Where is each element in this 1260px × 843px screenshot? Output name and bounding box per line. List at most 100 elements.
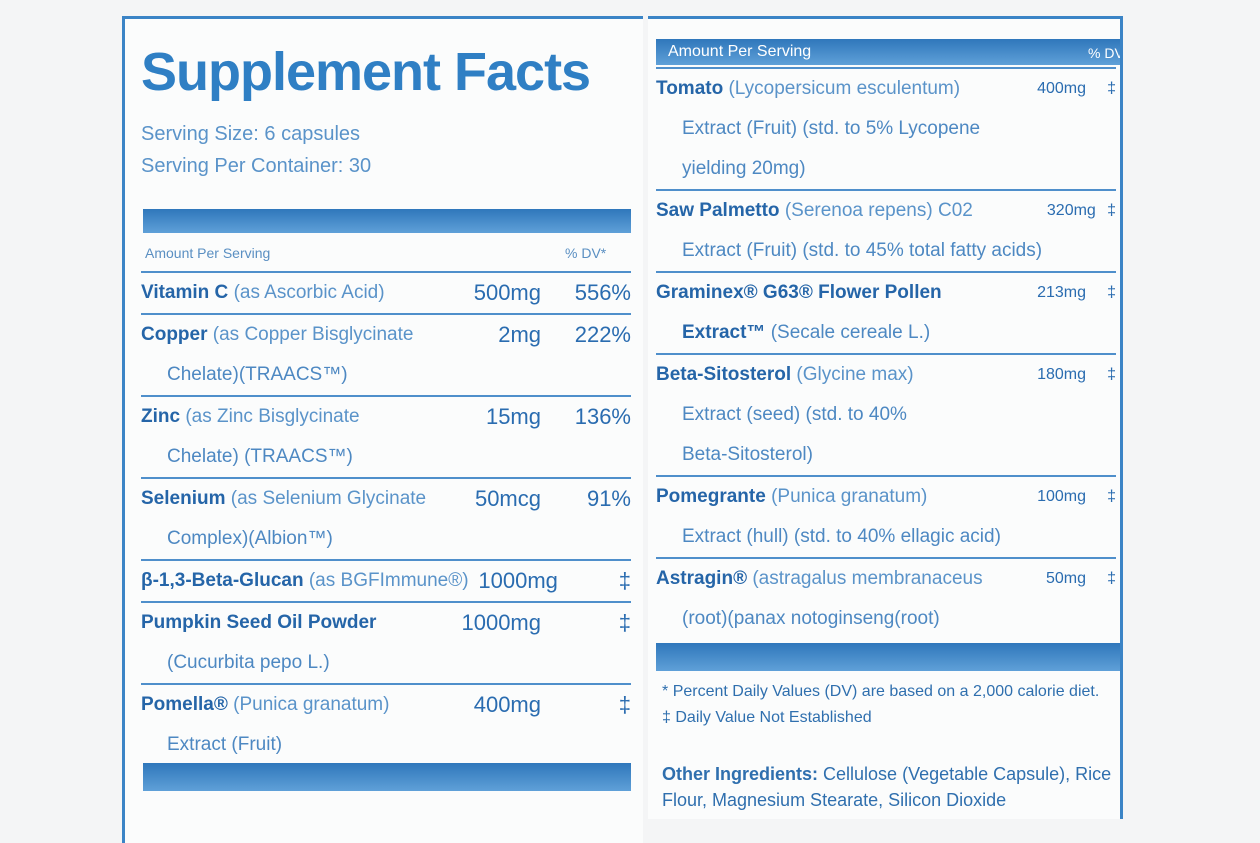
footnote-symbol: * [662, 683, 669, 700]
line: Beta-Sitosterol (Glycine max) [656, 355, 1006, 395]
other-ingredients: Other Ingredients: Cellulose (Vegetable … [662, 761, 1112, 813]
ingredient-row: Selenium (as Selenium Glycinate Complex)(… [141, 477, 631, 559]
other-label: Other Ingredients: [662, 764, 819, 784]
ingredient-name: Beta-Sitosterol [656, 364, 792, 385]
line: Copper (as Copper Bisglycinate [141, 315, 431, 355]
ingredient-text: Pomegrante (Punica granatum) Extract (hul… [656, 477, 1006, 557]
amount: 50mg [1045, 570, 1086, 587]
line: Pumpkin Seed Oil Powder [141, 603, 431, 643]
column-header: Amount Per Serving [668, 43, 812, 60]
ingredient-row: Pomegrante (Punica granatum) Extract (hul… [656, 475, 1116, 557]
amount: 400mg [1037, 80, 1086, 97]
ingredient-name: Zinc [141, 406, 181, 427]
right-panel: Amount Per Serving % DV Tomato (Lycopers… [648, 16, 1123, 819]
ingredient-row: Vitamin C (as Ascorbic Acid) 500mg 556% [141, 271, 631, 313]
ingredient-name: Copper [141, 324, 208, 345]
line: Tomato (Lycopersicum esculentum) [656, 69, 1006, 109]
other-text: Cellulose (Vegetable Capsule), Rice Flou… [662, 764, 1112, 810]
ingredient-detail: Chelate) (TRAACS™) [167, 446, 353, 467]
ingredient-row: β-1,3-Beta-Glucan (as BGFImmune®) 1000mg ‡ [141, 559, 631, 601]
line: Pomella® (Punica granatum) [141, 685, 431, 725]
ingredient-desc: (as Ascorbic Acid) [233, 282, 385, 303]
line: Extract (seed) (std. to 40% [656, 395, 1006, 435]
ingredient-detail: Extract (hull) (std. to 40% ellagic acid… [682, 526, 1001, 547]
line: Extract (Fruit) (std. to 45% total fatty… [656, 231, 1042, 271]
daily-value: ‡ [618, 568, 631, 593]
line: β-1,3-Beta-Glucan (as BGFImmune®) [141, 561, 469, 601]
daily-value: ‡ [1107, 202, 1116, 219]
ingredient-name: Tomato [656, 78, 724, 99]
amount: 15mg [485, 404, 541, 429]
ingredient-text: Beta-Sitosterol (Glycine max) Extract (se… [656, 355, 1006, 475]
serving-size: Serving Size: 6 capsules [141, 123, 361, 145]
amount: 2mg [498, 322, 541, 347]
ingredient-row: Beta-Sitosterol (Glycine max) Extract (se… [656, 353, 1116, 475]
ingredient-name: Pumpkin Seed Oil Powder [141, 612, 377, 633]
line: Beta-Sitosterol) [656, 435, 1006, 475]
line: Chelate) (TRAACS™) [141, 437, 431, 477]
ingredient-row: Pomella® (Punica granatum) Extract (Fruit… [141, 683, 631, 765]
ingredient-desc: (as BGFImmune®) [308, 570, 469, 591]
ingredient-name: Graminex® G63® Flower Pollen [656, 282, 942, 303]
daily-value: ‡ [618, 610, 631, 635]
daily-value: ‡ [1107, 366, 1116, 383]
footnote: ‡ Daily Value Not Established [662, 709, 872, 727]
daily-value: 136% [574, 404, 631, 429]
right-table: Tomato (Lycopersicum esculentum) Extract … [656, 67, 1116, 639]
line: Zinc (as Zinc Bisglycinate [141, 397, 431, 437]
ingredient-name: Pomella® [141, 694, 228, 715]
ingredient-text: Astragin® (astragalus membranaceus (root)… [656, 559, 1006, 639]
line: Extract (hull) (std. to 40% ellagic acid… [656, 517, 1006, 557]
ingredient-text: Vitamin C (as Ascorbic Acid) [141, 273, 431, 313]
daily-value: ‡ [1107, 80, 1116, 97]
ingredient-text: Graminex® G63® Flower Pollen Extract™ (Se… [656, 273, 1006, 353]
line: Vitamin C (as Ascorbic Acid) [141, 273, 431, 313]
ingredient-detail: yielding 20mg) [682, 158, 806, 179]
ingredient-desc: (as Selenium Glycinate [230, 488, 427, 509]
footer-bar [143, 763, 631, 791]
line: Graminex® G63® Flower Pollen [656, 273, 1006, 313]
ingredient-detail: Extract (Fruit) [167, 734, 283, 755]
ingredient-name: Pomegrante [656, 486, 766, 507]
ingredient-name: Astragin® [656, 568, 748, 589]
line: Pomegrante (Punica granatum) [656, 477, 1006, 517]
footer-bar [656, 643, 1120, 671]
ingredient-desc: (as Copper Bisglycinate [212, 324, 414, 345]
ingredient-desc: (Punica granatum) [233, 694, 390, 715]
ingredient-row: Astragin® (astragalus membranaceus (root)… [656, 557, 1116, 639]
ingredient-detail: (Secale cereale L.) [770, 322, 931, 343]
daily-value: ‡ [1107, 284, 1116, 301]
column-header: Amount Per Serving [145, 245, 271, 261]
ingredient-detail: Complex)(Albion™) [167, 528, 333, 549]
left-panel: Supplement Facts Serving Size: 6 capsule… [122, 16, 643, 843]
ingredient-text: Copper (as Copper Bisglycinate Chelate)(T… [141, 315, 431, 395]
amount: 320mg [1046, 202, 1096, 219]
header-bar [143, 209, 631, 233]
daily-value: 556% [574, 280, 631, 305]
servings-per-container: Serving Per Container: 30 [141, 155, 372, 177]
line: (root)(panax notoginseng(root) [656, 599, 1006, 639]
line: yielding 20mg) [656, 149, 1006, 189]
ingredient-text: Pomella® (Punica granatum) Extract (Fruit… [141, 685, 431, 765]
ingredient-text: Pumpkin Seed Oil Powder (Cucurbita pepo L… [141, 603, 431, 683]
header-bar [656, 39, 1120, 65]
ingredient-row: Zinc (as Zinc Bisglycinate Chelate) (TRAA… [141, 395, 631, 477]
ingredient-name: Vitamin C [141, 282, 229, 303]
amount: 180mg [1037, 366, 1086, 383]
line: Extract (Fruit) (std. to 5% Lycopene [656, 109, 1006, 149]
amount: 100mg [1037, 488, 1086, 505]
line: Selenium (as Selenium Glycinate [141, 479, 431, 519]
ingredient-text: Tomato (Lycopersicum esculentum) Extract … [656, 69, 1006, 189]
line: Chelate)(TRAACS™) [141, 355, 431, 395]
column-header: % DV* [565, 245, 607, 261]
daily-value: 91% [586, 486, 631, 511]
ingredient-detail: (Cucurbita pepo L.) [167, 652, 330, 673]
line: Complex)(Albion™) [141, 519, 431, 559]
left-table: Vitamin C (as Ascorbic Acid) 500mg 556% Cop… [141, 271, 631, 765]
line: Extract (Fruit) [141, 725, 431, 765]
ingredient-detail: Extract (Fruit) (std. to 45% total fatty… [682, 240, 1043, 261]
ingredient-name: Selenium [141, 488, 226, 509]
ingredient-detail: (root)(panax notoginseng(root) [682, 608, 940, 629]
amount: 213mg [1037, 284, 1086, 301]
ingredient-desc: (as Zinc Bisglycinate [185, 406, 360, 427]
